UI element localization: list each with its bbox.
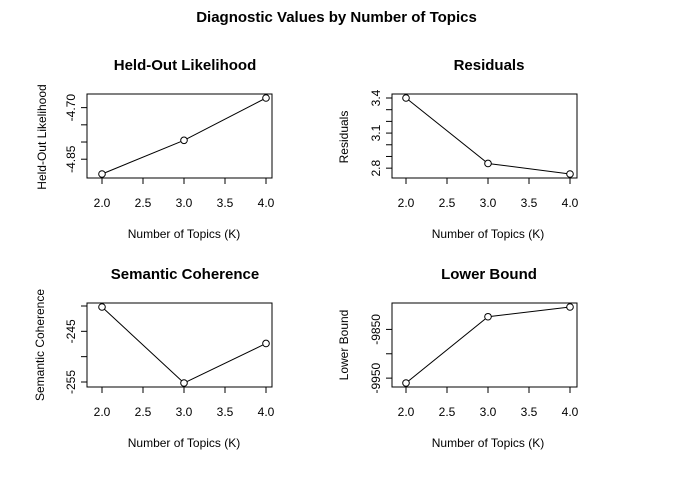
y-tick-label: -255 xyxy=(64,370,78,394)
figure-title: Diagnostic Values by Number of Topics xyxy=(196,9,477,26)
plot-frame xyxy=(86,302,273,388)
x-axis-label: Number of Topics (K) xyxy=(432,227,544,241)
data-point xyxy=(180,379,188,387)
y-tick-label: -245 xyxy=(64,319,78,343)
series-line xyxy=(101,306,267,384)
data-point xyxy=(180,136,188,145)
panel-2: Residuals Number of Topics (K) Residuals 2.… xyxy=(337,57,579,241)
y-tick-label: -4.85 xyxy=(64,145,78,173)
data-point xyxy=(98,170,106,178)
x-axis-label: Number of Topics (K) xyxy=(128,227,240,241)
x-tick-label: 2.5 xyxy=(135,196,152,210)
x-tick-label: 3.0 xyxy=(480,196,497,210)
x-tick-label: 3.0 xyxy=(176,405,193,419)
x-tick-label: 3.5 xyxy=(521,196,538,210)
x-tick-label: 2.0 xyxy=(398,196,415,210)
x-tick-label: 3.5 xyxy=(521,405,538,419)
x-tick-label: 4.0 xyxy=(562,196,579,210)
y-tick-label: -4.70 xyxy=(64,94,78,122)
data-point xyxy=(402,94,410,102)
x-tick-label: 4.0 xyxy=(562,405,579,419)
panel-title: Residuals xyxy=(454,57,525,74)
panel-4: Lower Bound Number of Topics (K) Lower Bou… xyxy=(337,266,579,450)
x-tick-label: 3.0 xyxy=(480,405,497,419)
panel-1: Held-Out Likelihood Number of Topics (K) H… xyxy=(35,57,275,241)
y-axis-label: Lower Bound xyxy=(337,310,351,381)
data-point xyxy=(402,379,410,387)
data-point xyxy=(262,339,270,348)
data-point xyxy=(484,312,492,321)
y-tick-label: 2.8 xyxy=(369,159,383,176)
data-point xyxy=(566,303,574,311)
x-tick-label: 3.0 xyxy=(176,196,193,210)
x-tick-label: 3.5 xyxy=(217,196,234,210)
x-tick-label: 4.0 xyxy=(258,405,275,419)
plot-frame xyxy=(86,93,273,179)
x-tick-label: 2.5 xyxy=(135,405,152,419)
x-tick-label: 4.0 xyxy=(258,196,275,210)
data-point xyxy=(566,170,574,178)
panel-title: Held-Out Likelihood xyxy=(114,57,257,74)
x-tick-label: 3.5 xyxy=(217,405,234,419)
panel-title: Semantic Coherence xyxy=(111,266,259,283)
panel-title: Lower Bound xyxy=(441,266,537,283)
y-tick-label: -9950 xyxy=(369,362,383,393)
series-line xyxy=(101,97,267,175)
data-point xyxy=(484,159,492,168)
x-tick-label: 2.5 xyxy=(439,405,456,419)
data-point xyxy=(98,303,106,311)
x-tick-label: 2.0 xyxy=(94,196,111,210)
data-point xyxy=(262,94,270,102)
plot-frame xyxy=(391,93,578,179)
y-axis-label: Semantic Coherence xyxy=(33,289,47,401)
x-tick-label: 2.0 xyxy=(398,405,415,419)
panel-3: Semantic Coherence Number of Topics (K) Se… xyxy=(33,266,275,450)
y-tick-label: 3.4 xyxy=(369,89,383,106)
y-axis-label: Held-Out Likelihood xyxy=(35,84,49,189)
x-axis-label: Number of Topics (K) xyxy=(128,436,240,450)
y-tick-label: -9850 xyxy=(369,314,383,345)
x-tick-label: 2.0 xyxy=(94,405,111,419)
x-axis-label: Number of Topics (K) xyxy=(432,436,544,450)
x-tick-label: 2.5 xyxy=(439,196,456,210)
panels: Held-Out Likelihood Number of Topics (K) H… xyxy=(33,57,579,450)
y-tick-label: 3.1 xyxy=(369,124,383,141)
y-axis-label: Residuals xyxy=(337,111,351,164)
